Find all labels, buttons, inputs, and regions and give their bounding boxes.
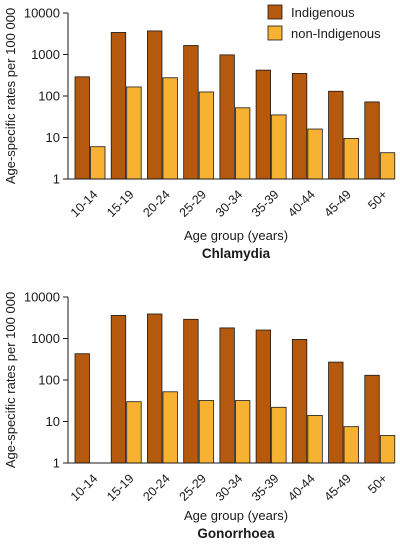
y-tick-label: 10	[46, 414, 60, 429]
bar-non-indigenous-45-49	[343, 138, 359, 180]
x-tick-label-10-14: 10-14	[68, 187, 101, 220]
x-tick-label-40-44: 40-44	[285, 187, 318, 220]
gonorrhoea-chart: 1 10 100 1000 10000 10-14 15-19 20-24 25-29 30-34…	[3, 290, 396, 541]
bar-non-indigenous-45-49	[343, 426, 359, 464]
y-tick-label: 10	[46, 130, 60, 145]
chart-title: Gonorrhoea	[197, 526, 275, 541]
x-tick-label-15-19: 15-19	[104, 187, 137, 220]
bar-non-indigenous-50	[379, 152, 396, 180]
y-tick-label: 1	[53, 172, 60, 187]
x-axis-title: Age group (years)	[184, 508, 288, 523]
y-axis-title: Age-specific rates per 100 000	[3, 292, 18, 468]
bar-indigenous-15-19	[110, 32, 127, 180]
chart-title: Chlamydia	[202, 246, 271, 261]
bar-indigenous-15-19	[110, 315, 127, 464]
bar-non-indigenous-15-19	[126, 86, 142, 180]
x-tick-label-10-14: 10-14	[68, 471, 101, 504]
x-tick-label-30-34: 30-34	[213, 187, 246, 220]
y-tick-label: 100	[38, 373, 60, 388]
bar-non-indigenous-20-24	[162, 77, 178, 180]
bar-non-indigenous-10-14	[90, 146, 106, 180]
bar-non-indigenous-35-39	[271, 406, 287, 464]
bar-indigenous-45-49	[328, 361, 344, 464]
bar-non-indigenous-20-24	[162, 391, 178, 464]
bar-non-indigenous-30-34	[234, 400, 251, 464]
y-tick-label: 10000	[24, 6, 60, 21]
bar-non-indigenous-30-34	[234, 107, 251, 180]
bar-non-indigenous-25-29	[198, 400, 215, 464]
bar-non-indigenous-15-19	[126, 401, 142, 464]
x-tick-label-50: 50+	[365, 187, 390, 212]
bar-non-indigenous-35-39	[271, 114, 287, 180]
bar-indigenous-20-24	[147, 313, 163, 464]
bar-indigenous-50	[364, 101, 380, 180]
x-tick-label-30-34: 30-34	[213, 471, 246, 504]
bar-indigenous-40-44	[291, 73, 308, 180]
y-tick-label: 10000	[24, 290, 60, 305]
legend-swatch-indigenous	[267, 4, 283, 20]
bar-indigenous-45-49	[328, 90, 344, 180]
x-tick-label-45-49: 45-49	[321, 187, 354, 220]
y-tick-label: 1	[53, 456, 60, 471]
bar-non-indigenous-40-44	[307, 415, 323, 464]
bar-indigenous-50	[364, 374, 380, 464]
legend-label-non-indigenous: non-Indigenous	[291, 26, 381, 41]
bar-non-indigenous-40-44	[307, 128, 323, 180]
x-tick-label-45-49: 45-49	[321, 471, 354, 504]
x-tick-label-15-19: 15-19	[104, 471, 137, 504]
x-tick-label-35-39: 35-39	[249, 471, 282, 504]
bar-indigenous-35-39	[255, 329, 272, 464]
y-axis-title: Age-specific rates per 100 000	[3, 8, 18, 184]
bar-non-indigenous-25-29	[198, 91, 215, 180]
x-tick-label-20-24: 20-24	[140, 187, 173, 220]
x-tick-label-40-44: 40-44	[285, 471, 318, 504]
x-axis-title: Age group (years)	[184, 228, 288, 243]
bar-indigenous-30-34	[219, 54, 235, 180]
y-tick-label: 1000	[31, 331, 60, 346]
bar-indigenous-40-44	[291, 339, 308, 464]
x-tick-label-25-29: 25-29	[177, 471, 210, 504]
x-tick-label-20-24: 20-24	[140, 471, 173, 504]
legend-swatch-non-indigenous	[267, 25, 283, 41]
bar-indigenous-35-39	[255, 69, 272, 180]
y-tick-label: 1000	[31, 47, 60, 62]
bar-indigenous-10-14	[74, 353, 90, 464]
bar-non-indigenous-50	[379, 435, 396, 464]
legend: Indigenous non-Indigenous	[267, 4, 381, 41]
y-tick-label: 100	[38, 89, 60, 104]
chlamydia-chart: 1 10 100 1000 10000 10-14 15-19 20-24 25-29 30-34…	[3, 6, 396, 261]
bar-indigenous-25-29	[183, 318, 199, 464]
x-tick-label-50: 50+	[365, 471, 390, 496]
x-tick-label-35-39: 35-39	[249, 187, 282, 220]
bar-indigenous-20-24	[147, 30, 163, 180]
x-tick-label-25-29: 25-29	[177, 187, 210, 220]
bar-indigenous-10-14	[74, 76, 90, 180]
bar-indigenous-25-29	[183, 45, 199, 180]
bar-indigenous-30-34	[219, 327, 235, 464]
legend-label-indigenous: Indigenous	[291, 5, 355, 20]
